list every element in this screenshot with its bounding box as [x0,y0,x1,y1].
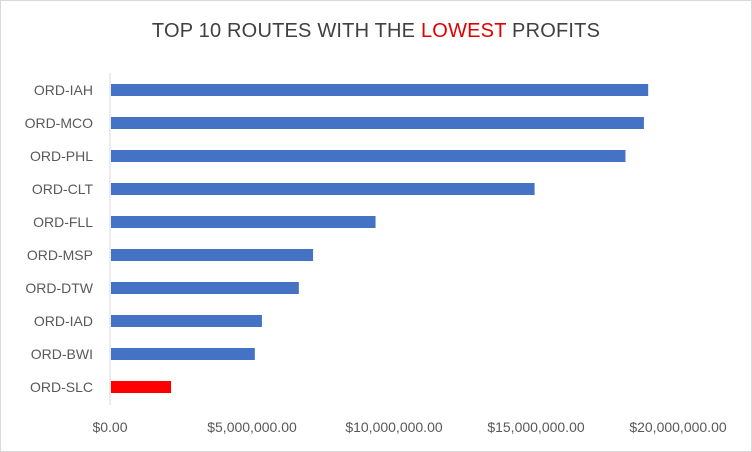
bar-ord-iah [111,84,649,96]
x-tick-label: $15,000,000.00 [487,419,585,435]
chart-title-before: TOP 10 ROUTES WITH THE [151,20,421,42]
x-tick-label: $10,000,000.00 [345,419,443,435]
bar-ord-slc [111,381,172,393]
bar-ord-iad [111,315,262,327]
category-label: ORD-CLT [32,181,94,197]
x-tick-label: $5,000,000.00 [207,419,297,435]
category-label: ORD-IAH [34,82,93,98]
bar-ord-bwi [111,348,255,360]
x-tick-label: $20,000,000.00 [629,419,727,435]
category-label: ORD-PHL [30,148,93,164]
category-label: ORD-BWI [31,346,93,362]
category-label: ORD-MSP [27,247,93,263]
bar-ord-dtw [111,282,299,294]
bar-ord-clt [111,183,535,195]
bar-ord-mco [111,117,644,129]
category-label: ORD-IAD [34,313,93,329]
category-label: ORD-SLC [30,379,93,395]
category-label: ORD-MCO [25,115,94,131]
chart-title: TOP 10 ROUTES WITH THE LOWEST PROFITS [0,20,752,43]
bar-ord-phl [111,150,626,162]
bar-ord-msp [111,249,314,261]
chart-title-after: PROFITS [506,20,601,42]
x-tick-label: $0.00 [92,419,127,435]
category-label: ORD-DTW [25,280,93,296]
bar-ord-fll [111,216,376,228]
chart-title-highlight: LOWEST [420,20,507,42]
category-label: ORD-FLL [33,214,93,230]
